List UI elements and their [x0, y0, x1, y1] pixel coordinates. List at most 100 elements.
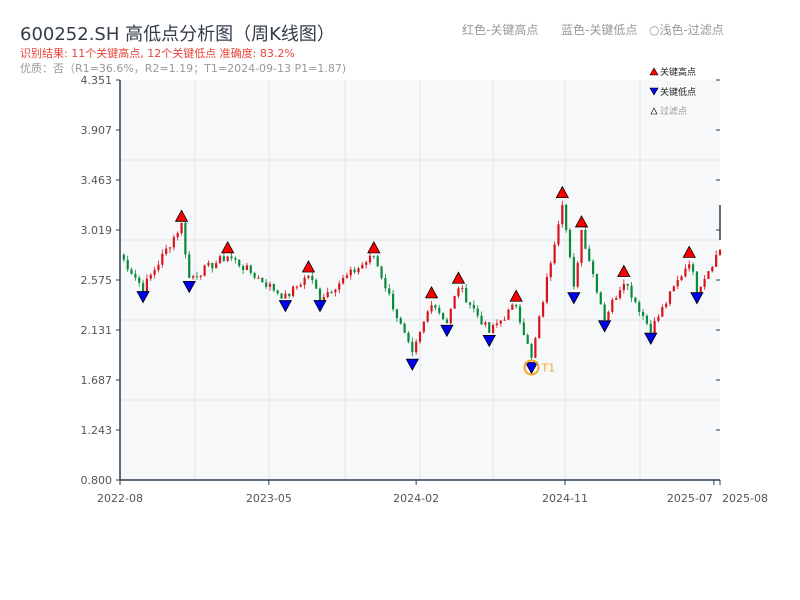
candle-body	[230, 256, 233, 259]
candle-body	[418, 331, 422, 342]
candle-body	[603, 304, 606, 321]
candle-body	[426, 311, 429, 322]
candle-body	[453, 296, 456, 309]
candle-body	[188, 254, 191, 278]
candle-body	[584, 229, 587, 249]
key-low-marker	[313, 300, 327, 313]
y-tick-label: 3.907	[81, 124, 113, 137]
candle-body	[465, 287, 468, 303]
candle-body	[257, 277, 260, 279]
candle-body	[526, 334, 529, 344]
legend-low-label: 关键低点	[660, 86, 696, 98]
y-tick-label: 2.575	[81, 274, 113, 287]
candle-body	[541, 302, 545, 317]
candle-body	[234, 258, 237, 260]
candle-body	[399, 318, 402, 324]
quality-summary: 优质：否（R1=36.6%，R2=1.19；T1=2024-09-13 P1=1…	[20, 62, 347, 75]
candle-body	[515, 304, 518, 307]
candle-body	[311, 275, 314, 281]
candle-body	[272, 283, 275, 291]
key-low-marker	[182, 280, 196, 294]
candle-body	[472, 304, 475, 309]
candle-body	[665, 303, 668, 308]
candle-body	[611, 299, 614, 312]
candle-body	[295, 286, 299, 288]
candle-body	[599, 292, 602, 305]
candle-body	[315, 280, 318, 289]
candle-body	[207, 262, 210, 266]
candle-body	[468, 302, 472, 305]
candle-body	[161, 253, 164, 265]
candle-body	[180, 222, 183, 234]
candle-body	[530, 343, 533, 358]
candle-body	[534, 338, 537, 358]
candle-body	[238, 259, 241, 267]
candle-body	[434, 305, 437, 308]
candle-body	[168, 247, 172, 249]
candle-body	[707, 271, 710, 279]
candle-body	[130, 269, 133, 274]
candle-body	[357, 268, 360, 273]
candle-body	[711, 266, 714, 272]
key-high-marker	[221, 241, 235, 254]
candle-body	[668, 291, 672, 304]
candle-body	[191, 276, 195, 278]
y-tick-label: 0.800	[81, 474, 113, 487]
key-low-marker	[482, 335, 496, 348]
candle-body	[299, 284, 302, 287]
x-tick-label: 2025-07	[667, 492, 713, 505]
x-tick-label: 2022-08	[97, 492, 143, 505]
candle-body	[330, 292, 333, 294]
key-high-marker	[451, 271, 466, 284]
candle-body	[157, 264, 160, 271]
candle-body	[638, 302, 641, 312]
candle-body	[438, 307, 441, 313]
candle-body	[511, 304, 514, 310]
candle-body	[545, 277, 549, 303]
candle-body	[588, 248, 591, 262]
candle-body	[253, 272, 256, 278]
candle-body	[380, 266, 383, 279]
key-high-marker	[555, 185, 569, 199]
candle-body	[457, 288, 460, 297]
candle-body	[288, 293, 291, 297]
y-tick-label: 1.687	[81, 374, 113, 387]
candle-body	[291, 286, 295, 297]
candle-body	[261, 277, 264, 283]
legend-red-text: 红色-关键高点	[462, 23, 539, 37]
candle-body	[449, 308, 452, 324]
y-tick-label: 3.019	[81, 224, 113, 237]
candle-body	[391, 293, 395, 310]
candle-body	[326, 292, 329, 298]
candle-body	[499, 320, 502, 324]
t1-label: T1	[541, 361, 556, 374]
candle-body	[645, 315, 649, 324]
y-tick-label: 1.243	[81, 424, 113, 437]
legend-low-icon	[649, 87, 659, 96]
candle-body	[403, 323, 406, 333]
candle-body	[572, 256, 575, 287]
candle-body	[641, 311, 645, 316]
candle-body	[491, 325, 495, 333]
candle-body	[699, 286, 702, 294]
t1-circle-marker	[523, 359, 540, 376]
candle-body	[345, 275, 349, 279]
legend-high-icon	[649, 67, 659, 76]
candle-body	[626, 283, 629, 286]
candle-body	[395, 309, 399, 319]
candle-body	[565, 204, 568, 230]
candle-body	[365, 262, 368, 265]
candle-body	[476, 308, 479, 316]
candle-body	[226, 256, 229, 261]
key-high-marker	[617, 264, 631, 277]
y-tick-label: 2.131	[81, 324, 113, 337]
y-tick-label: 4.351	[81, 74, 113, 87]
candle-body	[715, 254, 718, 267]
candle-body	[411, 341, 414, 353]
key-low-marker	[567, 292, 581, 305]
candle-body	[672, 286, 675, 292]
x-tick-label: 2023-05	[246, 492, 292, 505]
key-low-marker	[278, 300, 293, 313]
